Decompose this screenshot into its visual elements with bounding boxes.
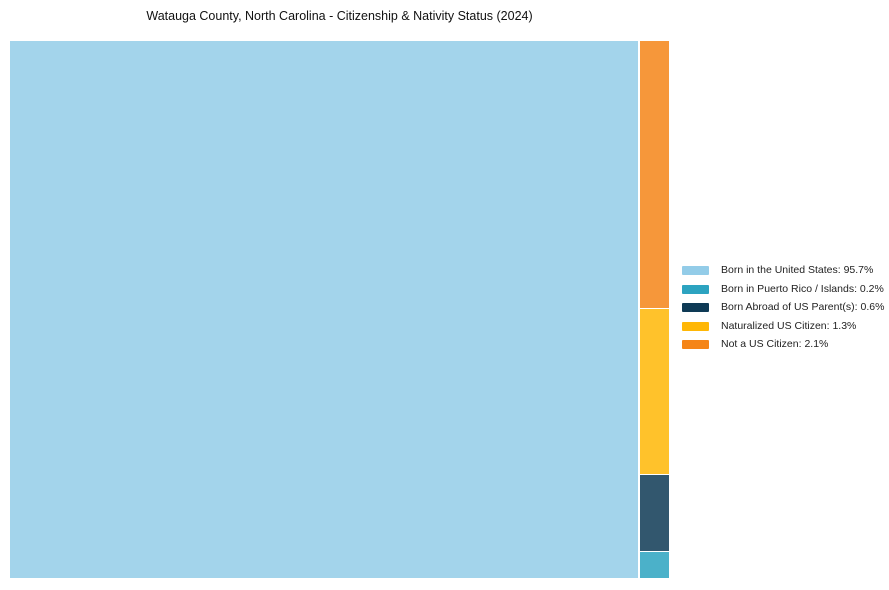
legend-item: Born in Puerto Rico / Islands: 0.2% xyxy=(682,282,884,295)
legend-item: Born in the United States: 95.7% xyxy=(682,264,884,276)
legend-label: Born Abroad of US Parent(s): 0.6% xyxy=(721,301,885,313)
treemap-tile-not-a-us-citizen xyxy=(640,41,669,308)
treemap-tile-born-abroad-of-us-parent-s xyxy=(640,475,669,551)
chart-title: Watauga County, North Carolina - Citizen… xyxy=(146,9,533,23)
legend-swatch xyxy=(682,303,709,312)
legend-swatch xyxy=(682,340,709,349)
treemap xyxy=(10,41,669,578)
legend-item: Naturalized US Citizen: 1.3% xyxy=(682,319,884,332)
legend-item: Born Abroad of US Parent(s): 0.6% xyxy=(682,301,885,313)
legend-label: Born in Puerto Rico / Islands: 0.2% xyxy=(721,282,884,295)
legend-label: Born in the United States: 95.7% xyxy=(721,264,874,276)
legend-swatch xyxy=(682,266,709,275)
treemap-tile-born-in-puerto-rico-islands xyxy=(640,552,669,578)
legend-label: Naturalized US Citizen: 1.3% xyxy=(721,319,857,332)
legend-swatch xyxy=(682,321,709,331)
treemap-tile-born-in-the-united-states xyxy=(10,41,638,578)
legend-item: Not a US Citizen: 2.1% xyxy=(682,338,884,350)
treemap-tile-naturalized-us-citizen xyxy=(640,309,669,474)
legend: Born in the United States: 95.7% Born in… xyxy=(682,264,885,359)
legend-swatch xyxy=(682,284,709,294)
legend-label: Not a US Citizen: 2.1% xyxy=(721,338,829,350)
